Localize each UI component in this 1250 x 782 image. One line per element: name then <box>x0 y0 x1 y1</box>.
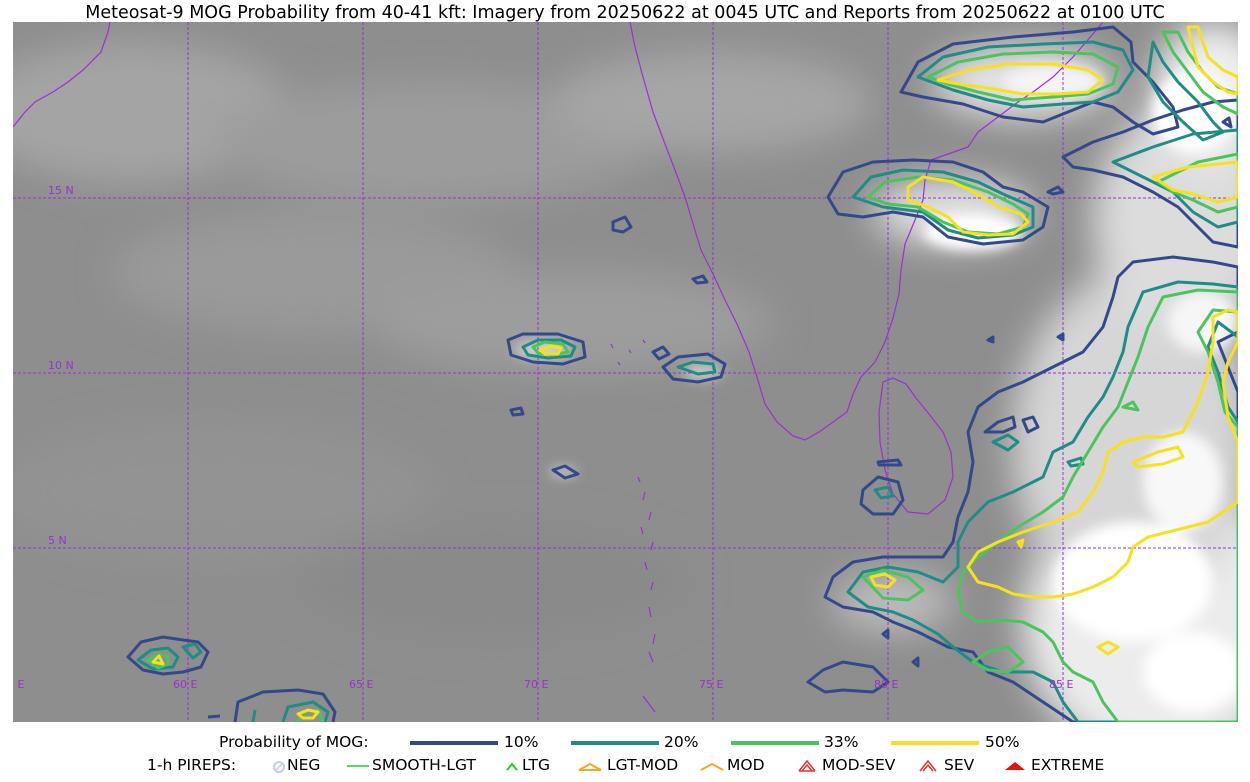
lon-label: 60 E <box>173 678 197 691</box>
lon-label: 85 E <box>1049 678 1073 691</box>
india-coastline <box>629 22 1104 441</box>
extreme-chevron-icon <box>1005 762 1025 770</box>
pireps-legend: 1-h PIREPS: NEG SMOOTH-LGT LTG LGT-MOD M… <box>0 756 1250 778</box>
contour-50pct <box>151 25 1238 720</box>
pirep-label-extreme: EXTREME <box>1031 756 1105 774</box>
legend-line-20pct-icon <box>571 741 659 745</box>
ltg-chevron-icon <box>506 762 518 771</box>
lat-label: 15 N <box>48 184 74 197</box>
srilanka-coastline <box>878 377 954 515</box>
sev-chevron-icon <box>919 759 937 772</box>
pireps-legend-label: 1-h PIREPS: <box>147 756 237 774</box>
contour-20pct <box>136 40 1238 722</box>
lat-label: 5 N <box>48 534 67 547</box>
neg-circle-icon <box>273 761 285 773</box>
lat-label: 10 N <box>48 359 74 372</box>
smooth-lgt-line-icon <box>347 765 369 767</box>
mog-contours <box>126 25 1238 722</box>
legend-label-50pct: 50% <box>985 733 1020 751</box>
arabia-coastline <box>13 22 111 128</box>
lon-label: 70 E <box>524 678 548 691</box>
legend-label-10pct: 10% <box>504 733 539 751</box>
legend-line-33pct-icon <box>731 741 819 745</box>
pirep-label-neg: NEG <box>287 756 321 774</box>
pirep-label-ltg: LTG <box>522 756 550 774</box>
lon-label: 80 E <box>874 678 898 691</box>
lakshadweep-islands <box>610 339 646 366</box>
maldives-islands <box>637 476 656 713</box>
pirep-label-smooth-lgt: SMOOTH-LGT <box>372 756 476 774</box>
coastlines <box>13 22 1104 713</box>
lon-label: 65 E <box>349 678 373 691</box>
legend-label-20pct: 20% <box>664 733 699 751</box>
legend-label-33pct: 33% <box>824 733 859 751</box>
map-canvas: 55 E 60 E 65 E 70 E 75 E 80 E 85 E 15 N … <box>13 22 1238 722</box>
grid-labels: 55 E 60 E 65 E 70 E 75 E 80 E 85 E 15 N … <box>13 184 1073 691</box>
satellite-map: 55 E 60 E 65 E 70 E 75 E 80 E 85 E 15 N … <box>13 22 1238 722</box>
lon-label: 75 E <box>699 678 723 691</box>
lon-label: 55 E <box>13 678 24 691</box>
mod-chevron-icon <box>700 762 724 771</box>
lgt-mod-chevron-icon <box>578 762 602 771</box>
legend-line-50pct-icon <box>891 741 979 745</box>
pirep-label-lgt-mod: LGT-MOD <box>607 756 679 774</box>
legend-line-10pct-icon <box>410 741 498 745</box>
pirep-label-mod: MOD <box>727 756 765 774</box>
mod-sev-chevron-icon <box>798 759 816 772</box>
pirep-label-sev: SEV <box>944 756 975 774</box>
contour-10pct <box>126 25 1238 722</box>
map-title: Meteosat-9 MOG Probability from 40-41 kf… <box>85 3 1165 23</box>
probability-legend-label: Probability of MOG: <box>219 733 369 751</box>
probability-legend: Probability of MOG: 10% 20% 33% 50% <box>0 733 1250 755</box>
pirep-label-mod-sev: MOD-SEV <box>822 756 896 774</box>
